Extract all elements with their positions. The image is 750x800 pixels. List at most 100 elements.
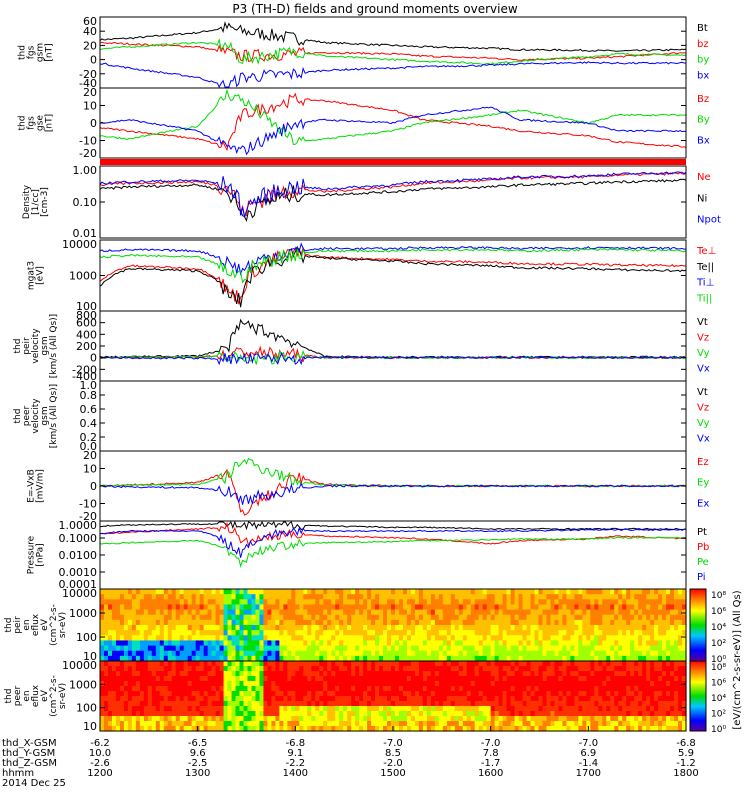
heatmap-cell <box>195 630 201 636</box>
heatmap-cell <box>259 619 265 626</box>
heatmap-cell <box>458 614 464 621</box>
heatmap-cell <box>574 666 579 672</box>
footer-value: -1.7 <box>481 758 501 769</box>
heatmap-cell <box>263 661 269 667</box>
y-axis-label-line: (cm^2-s- <box>49 675 59 717</box>
footer-value: 1300 <box>185 768 210 779</box>
heatmap-cell <box>554 696 560 702</box>
heatmap-cell <box>654 716 659 722</box>
heatmap-cell <box>586 706 591 712</box>
heatmap-cell <box>207 619 213 626</box>
heatmap-cell <box>518 721 524 727</box>
heatmap-cell <box>470 650 476 657</box>
heatmap-cell <box>622 589 627 595</box>
heatmap-cell <box>394 635 400 642</box>
heatmap-cell <box>478 706 484 712</box>
heatmap-cell <box>227 661 233 667</box>
heatmap-cell <box>678 696 683 702</box>
heatmap-cell <box>590 671 595 677</box>
heatmap-cell <box>518 726 524 732</box>
heatmap-cell <box>211 599 217 606</box>
heatmap-cell <box>514 655 520 662</box>
heatmap-cell <box>406 716 412 722</box>
heatmap-cell <box>630 706 635 712</box>
heatmap-cell <box>518 650 524 657</box>
heatmap-cell <box>223 650 229 657</box>
heatmap-cell <box>426 696 432 702</box>
heatmap-cell <box>139 630 145 636</box>
heatmap-cell <box>554 625 560 631</box>
heatmap-cell <box>562 630 568 636</box>
heatmap-cell <box>590 599 595 606</box>
heatmap-cell <box>135 696 141 702</box>
heatmap-cell <box>646 630 651 636</box>
heatmap-cell <box>678 645 683 652</box>
heatmap-cell <box>650 650 655 657</box>
heatmap-cell <box>662 625 667 631</box>
heatmap-cell <box>542 645 548 652</box>
heatmap-cell <box>291 645 296 652</box>
heatmap-cell <box>582 635 587 642</box>
heatmap-cell <box>227 619 233 626</box>
heatmap-cell <box>446 589 452 595</box>
series-line-te <box>99 247 687 308</box>
heatmap-cell <box>267 661 273 667</box>
colorbar-tick-label: 10⁰ <box>711 655 726 665</box>
heatmap-cell <box>466 711 472 717</box>
heatmap-cell <box>490 640 496 647</box>
heatmap-cell <box>406 721 412 727</box>
heatmap-cell <box>410 640 416 647</box>
heatmap-cell <box>187 599 193 606</box>
heatmap-cell <box>227 589 233 595</box>
heatmap-cell <box>406 604 412 611</box>
heatmap-cell <box>682 609 687 616</box>
heatmap-cell <box>398 716 404 722</box>
y-tick-label: -20 <box>79 510 97 523</box>
heatmap-cell <box>678 650 683 657</box>
heatmap-cell <box>542 609 548 616</box>
heatmap-cell <box>430 706 436 712</box>
heatmap-cell <box>135 681 141 687</box>
heatmap-cell <box>347 681 352 687</box>
heatmap-cell <box>522 599 528 606</box>
heatmap-cell <box>259 594 265 600</box>
heatmap-cell <box>662 609 667 616</box>
heatmap-cell <box>670 609 675 616</box>
heatmap-cell <box>678 635 683 642</box>
heatmap-cell <box>279 614 284 621</box>
heatmap-cell <box>454 671 460 677</box>
heatmap-cell <box>283 691 288 697</box>
heatmap-cell <box>299 676 304 682</box>
heatmap-cell <box>255 661 261 667</box>
heatmap-cell <box>430 650 436 657</box>
heatmap-cell <box>646 666 651 672</box>
heatmap-cell <box>682 614 687 621</box>
heatmap-cell <box>383 589 388 595</box>
heatmap-cell <box>171 619 177 626</box>
heatmap-cell <box>279 594 284 600</box>
heatmap-cell <box>410 676 416 682</box>
heatmap-cell <box>215 609 221 616</box>
heatmap-cell <box>582 721 587 727</box>
heatmap-cell <box>422 640 428 647</box>
heatmap-cell <box>558 594 564 600</box>
heatmap-cell <box>379 696 384 702</box>
heatmap-cell <box>207 666 213 672</box>
y-tick-label: -400 <box>72 370 97 383</box>
heatmap-cell <box>127 594 133 600</box>
heatmap-cell <box>466 625 472 631</box>
heatmap-cell <box>562 604 568 611</box>
heatmap-cell <box>247 645 253 652</box>
heatmap-cell <box>343 671 348 677</box>
heatmap-cell <box>263 599 269 606</box>
heatmap-cell <box>227 614 233 621</box>
heatmap-cell <box>446 630 452 636</box>
heatmap-cell <box>100 676 105 682</box>
heatmap-cell <box>538 640 544 647</box>
heatmap-cell <box>618 594 623 600</box>
heatmap-cell <box>478 686 484 692</box>
y-tick-label: 10 <box>83 100 97 113</box>
heatmap-cell <box>183 706 189 712</box>
heatmap-cell <box>590 716 595 722</box>
heatmap-cell <box>171 711 177 717</box>
